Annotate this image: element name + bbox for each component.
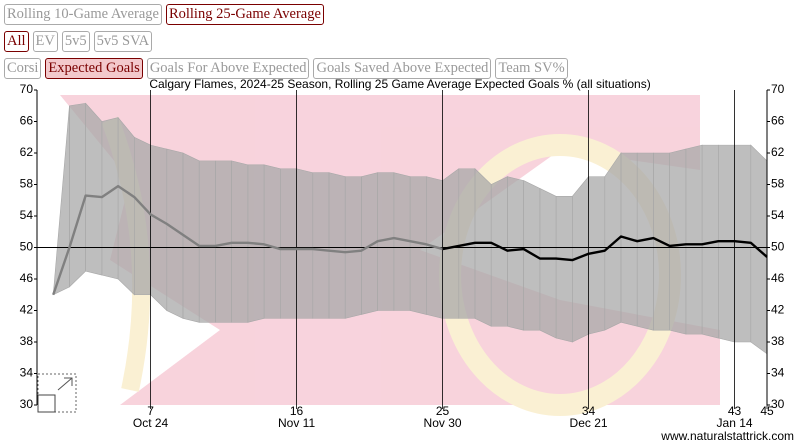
series-line	[52, 184, 443, 296]
band-segment	[507, 176, 524, 331]
y2-tick-label: 50	[771, 240, 785, 254]
band-segment	[718, 144, 735, 343]
y-tick-label: 42	[20, 303, 34, 317]
toggle-button[interactable]: Corsi	[4, 58, 42, 79]
band-segment	[263, 164, 281, 319]
band-segment	[85, 102, 103, 276]
x-date-label: Jan 14	[717, 416, 753, 430]
y2-tick-label: 62	[771, 145, 785, 159]
expand-icon	[37, 373, 77, 413]
average-toggle: Rolling 10-Game Average Rolling 25-Game A…	[4, 4, 568, 25]
band-segment	[52, 105, 70, 296]
y-tick-label: 70	[20, 82, 34, 96]
toggle-button[interactable]: Team SV%	[495, 58, 568, 79]
x-tick-label: 7	[147, 404, 154, 418]
y-tick-label: 38	[20, 334, 34, 348]
band-segment	[490, 176, 508, 327]
toggle-button[interactable]: Goals For Above Expected	[146, 58, 310, 79]
band-segment	[555, 196, 573, 343]
y-tick-label: 50	[20, 240, 34, 254]
chart-title: Calgary Flames, 2024-25 Season, Rolling …	[149, 77, 650, 91]
x-tick-label: 45	[760, 404, 774, 418]
band-segment	[134, 136, 151, 296]
x-tick-label: 34	[582, 404, 596, 418]
y-tick-label: 30	[20, 397, 34, 411]
y-tick-label: 34	[20, 366, 34, 380]
x-tick-label: 16	[290, 404, 304, 418]
controls: Rolling 10-Game Average Rolling 25-Game A…	[4, 4, 568, 85]
band-segment	[198, 160, 216, 323]
x-date-label: Nov 11	[278, 416, 315, 430]
toggle-button[interactable]: EV	[32, 31, 58, 52]
y2-tick-label: 38	[771, 334, 785, 348]
band-segment	[312, 172, 330, 319]
toggle-button[interactable]: Expected Goals	[45, 58, 143, 79]
toggle-button[interactable]: 5v5	[61, 31, 90, 52]
y-tick-label: 46	[20, 271, 34, 285]
band-segment	[523, 180, 541, 331]
situation-toggle: All EV 5v5 5v5 SVA	[4, 31, 568, 52]
y2-tick-label: 34	[771, 366, 785, 380]
x-date-label: Dec 21	[570, 416, 608, 430]
band-segment	[328, 172, 346, 319]
y2-tick-label: 66	[771, 114, 785, 128]
band-segment	[69, 103, 86, 288]
y2-tick-label: 30	[771, 397, 785, 411]
y-tick-label: 54	[20, 208, 34, 222]
band-segment	[215, 160, 232, 323]
y2-tick-label: 70	[771, 82, 785, 96]
band-segment	[588, 176, 606, 335]
y2-tick-label: 46	[771, 271, 785, 285]
series-line	[442, 235, 768, 262]
y2-tick-label: 42	[771, 303, 785, 317]
x-date-label: Oct 24	[133, 416, 169, 430]
toggle-button[interactable]: Rolling 10-Game Average	[4, 4, 162, 25]
band-segment	[604, 152, 622, 331]
watermark: www.naturalstattrick.com	[660, 429, 794, 443]
y2-tick-label: 58	[771, 177, 785, 191]
band-segment	[296, 168, 314, 319]
band-segment	[409, 176, 427, 315]
band-segment	[669, 148, 687, 335]
x-tick-label: 25	[436, 404, 450, 418]
toggle-button[interactable]: Goals Saved Above Expected	[313, 58, 492, 79]
band-segment	[101, 117, 119, 280]
toggle-button[interactable]: Rolling 25-Game Average	[165, 4, 324, 25]
toggle-button[interactable]: All	[4, 31, 29, 52]
band-segment	[150, 144, 168, 312]
y-tick-label: 58	[20, 177, 34, 191]
band-segment	[280, 168, 297, 319]
x-date-label: Nov 30	[424, 416, 462, 430]
metric-toggle: Corsi Expected Goals Goals For Above Expec…	[4, 58, 568, 79]
band-segment	[685, 144, 703, 335]
x-tick-label: 43	[728, 404, 742, 418]
toggle-button[interactable]: 5v5 SVA	[93, 31, 153, 52]
y-tick-label: 62	[20, 145, 34, 159]
band-segment	[117, 116, 135, 296]
band-segment	[539, 187, 557, 339]
y-tick-label: 66	[20, 114, 34, 128]
y2-tick-label: 54	[771, 208, 785, 222]
band-segment	[442, 168, 460, 319]
